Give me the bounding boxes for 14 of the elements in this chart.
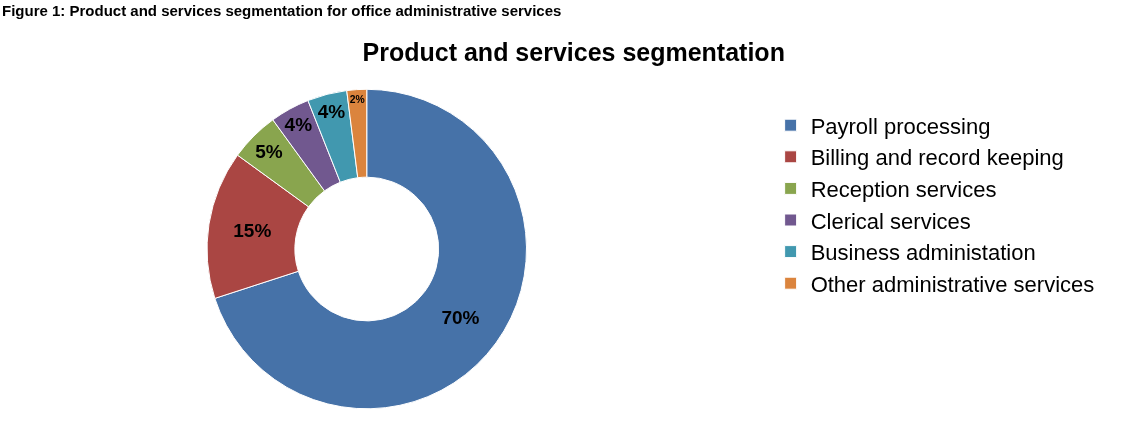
data-label: 5% <box>255 140 283 162</box>
legend-label: Payroll processing <box>810 113 991 139</box>
data-label: 15% <box>233 220 272 242</box>
legend-label: Reception services <box>810 176 997 202</box>
chart-title: Product and services segmentation <box>362 37 785 66</box>
data-label: 70% <box>441 306 480 328</box>
data-label: 2% <box>349 93 365 105</box>
legend-label: Business administation <box>810 240 1036 266</box>
caption: Figure 1: Product and services segmentation for office administrative services <box>2 2 562 19</box>
data-label: 4% <box>284 114 313 136</box>
legend-label: Clerical services <box>810 208 971 234</box>
legend-label: Other administrative services <box>810 271 1095 297</box>
legend-label: Billing and record keeping <box>810 145 1064 171</box>
data-label: 4% <box>317 101 346 123</box>
